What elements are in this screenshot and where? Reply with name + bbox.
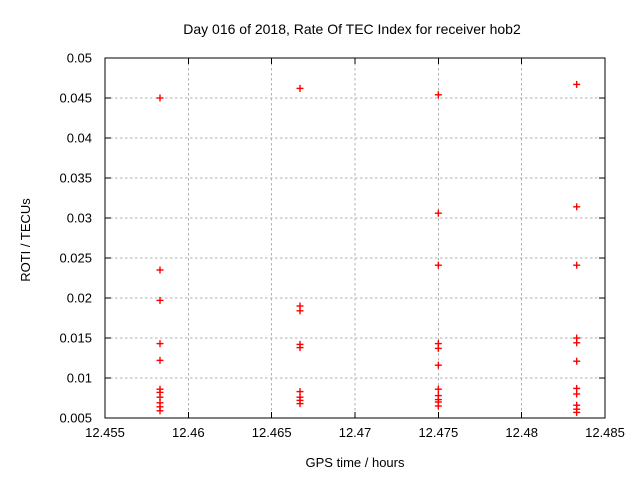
x-tick-label: 12.455 xyxy=(85,425,125,440)
y-tick-label: 0.035 xyxy=(59,171,92,186)
x-tick-label: 12.47 xyxy=(339,425,372,440)
y-tick-label: 0.04 xyxy=(67,131,92,146)
data-point-marker xyxy=(296,400,304,408)
y-tick-label: 0.045 xyxy=(59,91,92,106)
axis-tick-marks xyxy=(104,57,606,419)
x-tick-label: 12.485 xyxy=(585,425,625,440)
data-point-marker xyxy=(156,266,164,274)
y-tick-label: 0.02 xyxy=(67,291,92,306)
data-point-marker xyxy=(434,209,442,217)
x-tick-label: 12.46 xyxy=(172,425,205,440)
data-point-marker xyxy=(573,339,581,347)
data-points xyxy=(156,80,581,416)
data-point-marker xyxy=(434,385,442,393)
data-point-marker xyxy=(434,361,442,369)
y-tick-label: 0.01 xyxy=(67,371,92,386)
grid-lines xyxy=(105,58,605,418)
data-point-marker xyxy=(156,356,164,364)
data-point-marker xyxy=(434,261,442,269)
data-point-marker xyxy=(156,340,164,348)
data-point-marker xyxy=(156,296,164,304)
y-tick-label: 0.015 xyxy=(59,331,92,346)
data-point-marker xyxy=(434,344,442,352)
data-point-marker xyxy=(573,80,581,88)
data-point-marker xyxy=(434,402,442,410)
data-point-marker xyxy=(156,407,164,415)
data-point-marker xyxy=(573,203,581,211)
x-axis-label: GPS time / hours xyxy=(306,455,405,470)
chart-title: Day 016 of 2018, Rate Of TEC Index for r… xyxy=(183,21,521,37)
data-point-marker xyxy=(296,84,304,92)
data-point-marker xyxy=(434,91,442,99)
data-point-marker xyxy=(296,344,304,352)
data-point-marker xyxy=(156,94,164,102)
x-tick-label: 12.475 xyxy=(418,425,458,440)
y-tick-label: 0.025 xyxy=(59,251,92,266)
x-axis-tick-labels: 12.455 12.46 12.465 12.47 12.475 12.48 12.485 xyxy=(85,425,625,440)
data-point-marker xyxy=(573,390,581,398)
y-axis-label: ROTI / TECUs xyxy=(18,198,33,282)
data-point-marker xyxy=(296,307,304,315)
y-tick-label: 0.05 xyxy=(67,51,92,66)
data-point-marker xyxy=(573,357,581,365)
data-point-marker xyxy=(573,408,581,416)
y-tick-label: 0.005 xyxy=(59,411,92,426)
y-tick-label: 0.03 xyxy=(67,211,92,226)
x-tick-label: 12.48 xyxy=(505,425,538,440)
data-point-marker xyxy=(573,261,581,269)
y-axis-tick-labels: 0.005 0.01 0.015 0.02 0.025 0.03 0.035 0.04 0.04… xyxy=(59,51,92,426)
x-tick-label: 12.465 xyxy=(252,425,292,440)
